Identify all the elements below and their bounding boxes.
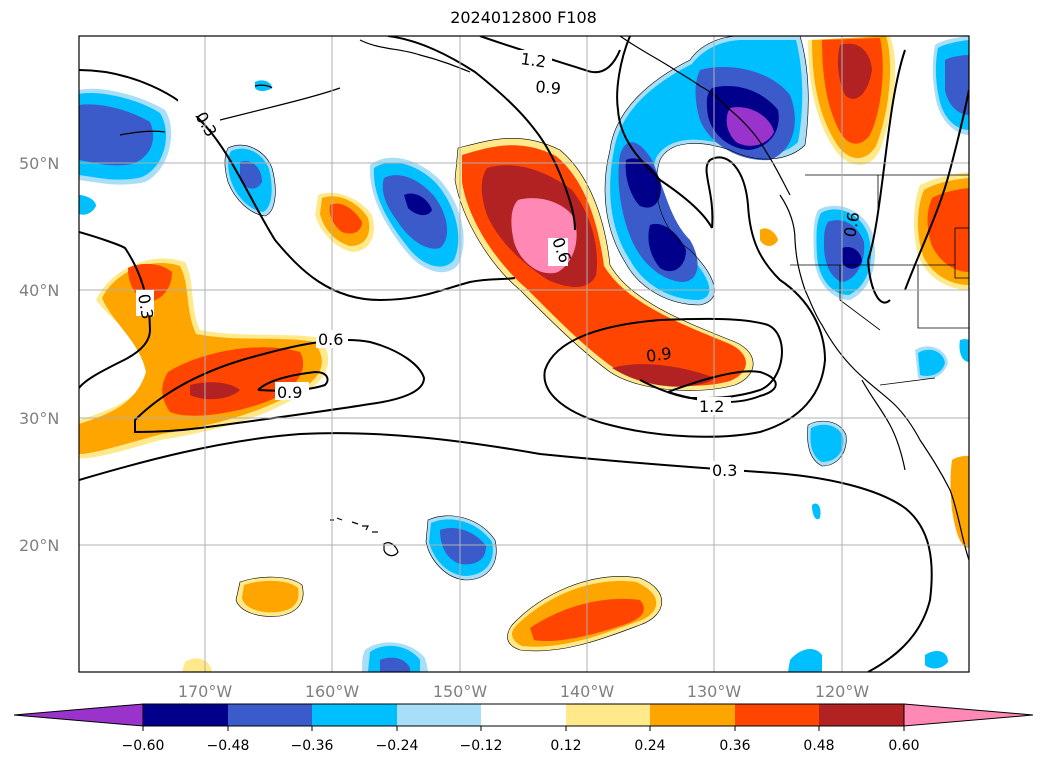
contour-label: 0.9 <box>535 77 562 98</box>
colorbar-extend-min <box>13 703 144 727</box>
fill-outlines <box>224 36 847 652</box>
contour-label: 0.3 <box>134 292 157 320</box>
lat-tick-label: 30°N <box>19 409 59 428</box>
colorbar-tick-label: −0.24 <box>376 738 419 754</box>
colorbar-tick-label: −0.60 <box>122 738 165 754</box>
colorbar-segment <box>566 704 650 726</box>
colorbar-tick-label: −0.48 <box>207 738 250 754</box>
contour-label: 0.3 <box>712 461 737 480</box>
lat-tick-label: 40°N <box>19 281 59 300</box>
contour-label: 0.6 <box>840 210 863 238</box>
colorbar-tick-label: 0.12 <box>550 738 581 754</box>
coastlines <box>119 36 969 561</box>
colorbar-segment <box>735 704 819 726</box>
contour-lines <box>79 36 969 672</box>
lon-tick-label: 130°W <box>687 682 742 701</box>
political-borders <box>790 174 969 386</box>
colorbar-extend-max <box>903 703 1034 727</box>
lon-tick-label: 150°W <box>433 682 488 701</box>
lon-tick-label: 140°W <box>560 682 615 701</box>
contour-label: 0.6 <box>318 330 343 349</box>
map-title: 2024012800 F108 <box>450 8 597 27</box>
lat-tick-label: 50°N <box>19 154 59 173</box>
contour-labels: 0.3 0.3 0.6 0.6 0.6 0.9 0.9 0.9 1.2 1.2 … <box>134 49 863 480</box>
negative-band-main <box>605 36 809 305</box>
colorbar-tick-label: 0.60 <box>888 738 919 754</box>
lon-tick-label: 120°W <box>815 682 870 701</box>
lon-tick-labels: 170°W 160°W 150°W 140°W 130°W 120°W <box>178 682 870 701</box>
lat-tick-labels: 20°N 30°N 40°N 50°N <box>19 154 59 555</box>
colorbar-segment <box>397 704 481 726</box>
contour-label: 0.9 <box>645 344 673 366</box>
colorbar-segment <box>143 704 228 726</box>
colorbar-segment <box>481 704 566 726</box>
colorbar-segment <box>650 704 735 726</box>
colorbar-segment <box>312 704 397 726</box>
contour-label: 1.2 <box>519 49 547 71</box>
lat-tick-label: 20°N <box>19 536 59 555</box>
colorbar-segment <box>819 704 904 726</box>
colorbar-tick-label: −0.36 <box>291 738 334 754</box>
colorbar-tick-label: 0.24 <box>634 738 665 754</box>
colorbar-tick-label: 0.36 <box>719 738 750 754</box>
plot-frame <box>78 35 970 673</box>
lon-tick-label: 170°W <box>178 682 233 701</box>
colorbar-segment <box>228 704 312 726</box>
colorbar-tick-label: 0.48 <box>803 738 834 754</box>
colorbar-frame <box>142 703 905 727</box>
positive-band-main <box>455 138 754 391</box>
gridlines <box>79 36 969 672</box>
contour-label: 0.9 <box>277 383 302 402</box>
colorbar-tick-label: −0.12 <box>460 738 503 754</box>
contour-label: 1.2 <box>699 397 724 416</box>
colorbar: −0.60 −0.48 −0.36 −0.24 −0.12 0.12 0.24 … <box>13 703 1034 754</box>
lon-tick-label: 160°W <box>305 682 360 701</box>
